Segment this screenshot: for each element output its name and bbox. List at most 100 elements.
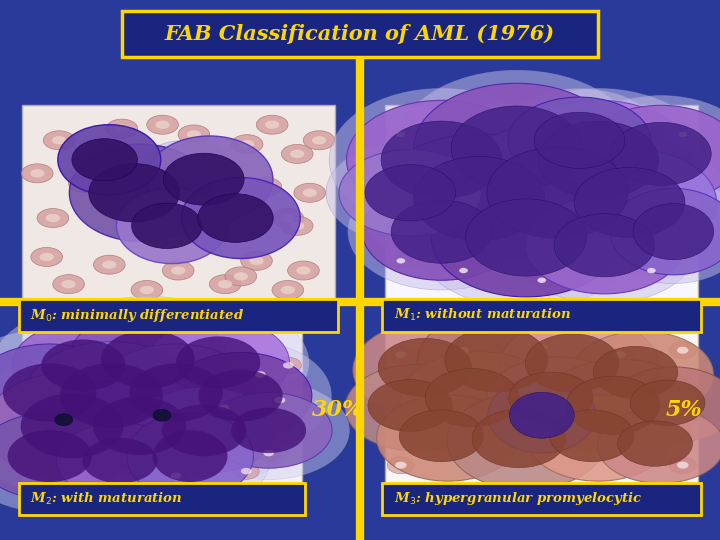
Ellipse shape: [414, 166, 639, 309]
Ellipse shape: [61, 280, 76, 288]
Ellipse shape: [486, 89, 711, 231]
Ellipse shape: [30, 169, 45, 178]
FancyBboxPatch shape: [122, 11, 598, 57]
Ellipse shape: [417, 308, 591, 416]
Ellipse shape: [446, 123, 668, 263]
Ellipse shape: [610, 367, 720, 442]
Ellipse shape: [127, 306, 309, 418]
Ellipse shape: [3, 363, 96, 422]
Ellipse shape: [339, 150, 482, 236]
Ellipse shape: [39, 363, 240, 489]
Ellipse shape: [549, 410, 634, 462]
Ellipse shape: [241, 468, 252, 475]
Ellipse shape: [486, 357, 629, 443]
Ellipse shape: [82, 438, 157, 483]
Ellipse shape: [669, 456, 696, 474]
Ellipse shape: [68, 310, 228, 408]
Ellipse shape: [397, 258, 405, 264]
Ellipse shape: [445, 327, 548, 392]
FancyBboxPatch shape: [382, 483, 701, 515]
Ellipse shape: [210, 275, 241, 294]
Ellipse shape: [256, 115, 288, 134]
Ellipse shape: [31, 247, 63, 266]
Ellipse shape: [1, 326, 222, 466]
Ellipse shape: [633, 204, 714, 260]
Text: 5%: 5%: [666, 400, 702, 421]
Ellipse shape: [282, 144, 313, 164]
Ellipse shape: [566, 376, 660, 434]
Ellipse shape: [176, 336, 261, 388]
Ellipse shape: [488, 377, 596, 453]
Ellipse shape: [146, 136, 273, 222]
Ellipse shape: [124, 218, 138, 226]
Ellipse shape: [368, 380, 452, 431]
Ellipse shape: [346, 100, 536, 219]
Ellipse shape: [426, 109, 688, 277]
Ellipse shape: [526, 138, 720, 267]
Ellipse shape: [466, 199, 587, 276]
Ellipse shape: [377, 395, 519, 481]
Ellipse shape: [400, 352, 559, 449]
Ellipse shape: [147, 319, 289, 406]
Ellipse shape: [171, 472, 181, 479]
Ellipse shape: [12, 322, 155, 409]
Ellipse shape: [127, 413, 253, 500]
Ellipse shape: [93, 397, 186, 455]
Ellipse shape: [395, 351, 407, 359]
Ellipse shape: [677, 347, 688, 354]
Ellipse shape: [194, 222, 225, 241]
Ellipse shape: [303, 131, 335, 150]
Ellipse shape: [541, 359, 699, 456]
Ellipse shape: [140, 166, 248, 231]
Ellipse shape: [132, 203, 202, 248]
Ellipse shape: [397, 132, 405, 137]
Ellipse shape: [130, 363, 223, 422]
Ellipse shape: [60, 363, 163, 428]
Ellipse shape: [606, 346, 634, 363]
Ellipse shape: [113, 374, 295, 487]
FancyBboxPatch shape: [382, 299, 701, 332]
Ellipse shape: [450, 342, 477, 359]
Ellipse shape: [151, 397, 162, 403]
Ellipse shape: [202, 227, 217, 236]
Ellipse shape: [37, 208, 69, 227]
Ellipse shape: [258, 183, 273, 191]
Ellipse shape: [117, 188, 228, 264]
Ellipse shape: [115, 212, 147, 232]
Ellipse shape: [537, 278, 546, 283]
Ellipse shape: [48, 296, 249, 422]
Ellipse shape: [250, 178, 282, 197]
Ellipse shape: [209, 169, 223, 178]
Ellipse shape: [508, 97, 651, 184]
Ellipse shape: [630, 380, 705, 426]
Bar: [22, 105, 335, 300]
FancyBboxPatch shape: [19, 299, 338, 332]
Ellipse shape: [509, 372, 593, 424]
Ellipse shape: [288, 261, 320, 280]
Ellipse shape: [534, 112, 625, 168]
Ellipse shape: [147, 115, 179, 134]
Text: M$_2$: with maturation: M$_2$: with maturation: [30, 491, 183, 507]
Ellipse shape: [156, 120, 170, 129]
Ellipse shape: [282, 217, 313, 235]
Ellipse shape: [40, 253, 54, 261]
Ellipse shape: [163, 468, 189, 484]
Ellipse shape: [162, 261, 194, 280]
Ellipse shape: [233, 463, 259, 480]
Ellipse shape: [132, 387, 275, 474]
Ellipse shape: [162, 404, 246, 456]
Ellipse shape: [231, 134, 263, 154]
Ellipse shape: [574, 167, 685, 238]
Ellipse shape: [511, 187, 698, 303]
Ellipse shape: [395, 70, 639, 226]
Ellipse shape: [495, 89, 664, 192]
Ellipse shape: [526, 334, 619, 392]
Ellipse shape: [240, 251, 272, 271]
Ellipse shape: [425, 368, 518, 427]
Ellipse shape: [171, 266, 185, 275]
Ellipse shape: [102, 260, 117, 269]
Ellipse shape: [378, 338, 472, 396]
Ellipse shape: [294, 183, 325, 202]
Ellipse shape: [678, 132, 687, 137]
Ellipse shape: [218, 280, 233, 288]
